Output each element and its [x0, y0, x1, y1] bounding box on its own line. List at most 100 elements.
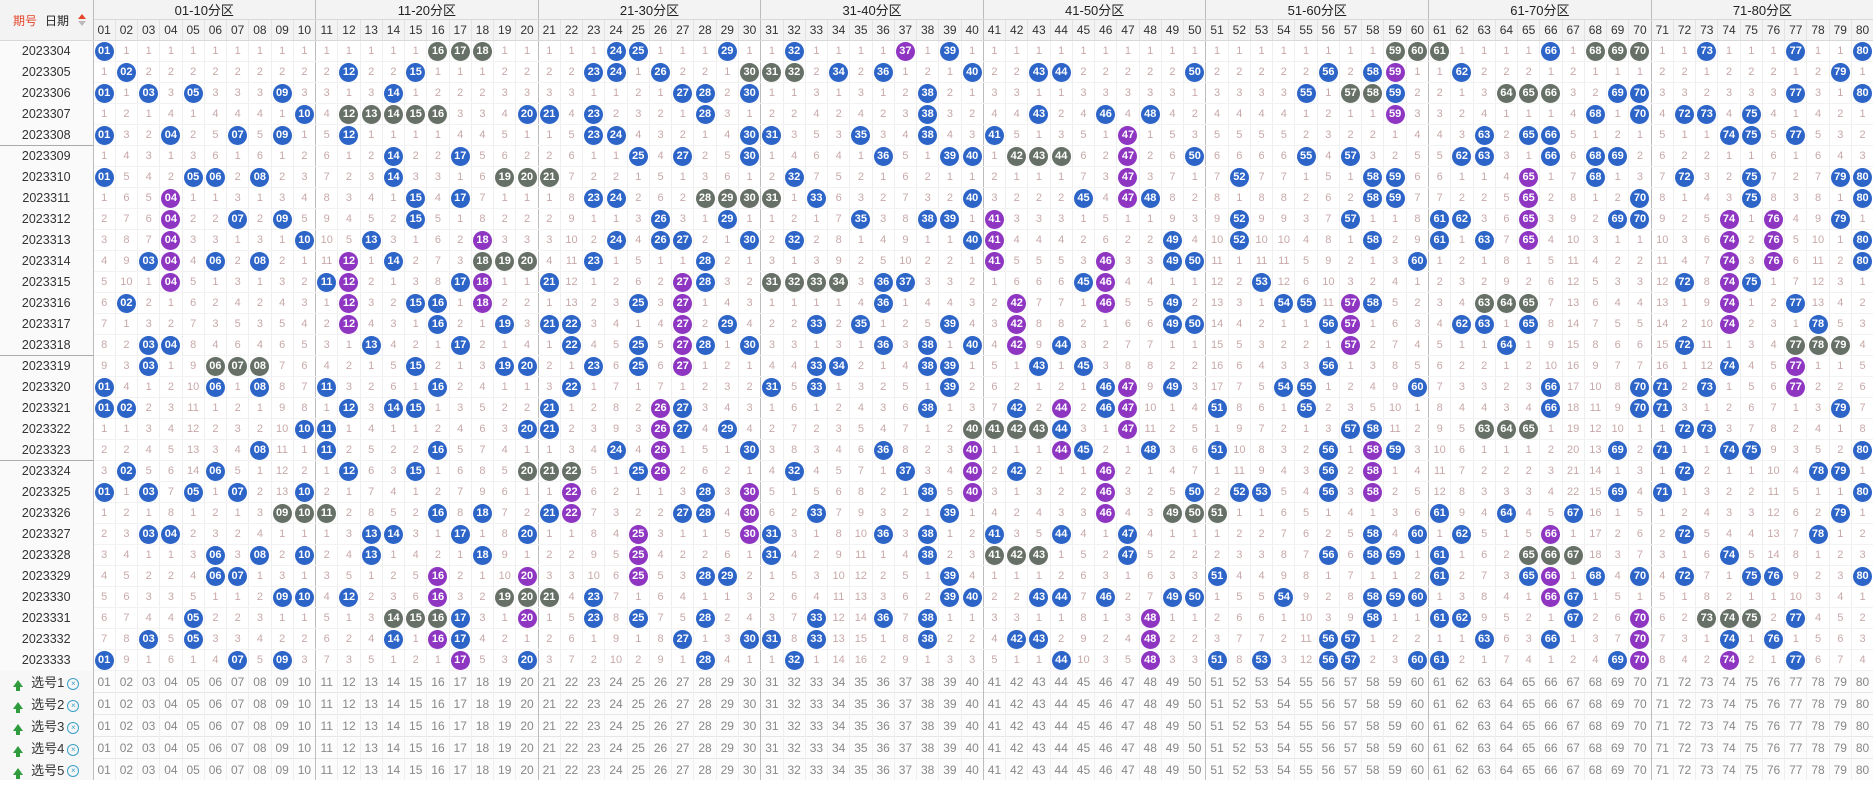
selectable-number[interactable]: 05: [182, 714, 205, 737]
selectable-number[interactable]: 12: [337, 714, 361, 737]
selectable-number[interactable]: 59: [1383, 758, 1407, 780]
selectable-number[interactable]: 03: [137, 758, 161, 780]
selectable-number[interactable]: 76: [1762, 736, 1786, 759]
selectable-number[interactable]: 71: [1651, 714, 1674, 737]
move-up-arrow-icon[interactable]: [13, 680, 24, 692]
selectable-number[interactable]: 60: [1406, 670, 1430, 693]
selectable-number[interactable]: 14: [382, 670, 406, 693]
selectable-number[interactable]: 02: [115, 714, 139, 737]
column-number-header[interactable]: 13: [360, 19, 383, 41]
selectable-number[interactable]: 50: [1183, 758, 1207, 780]
selectable-number[interactable]: 30: [738, 670, 762, 693]
selectable-number[interactable]: 16: [426, 736, 450, 759]
selectable-number[interactable]: 71: [1651, 692, 1674, 715]
column-number-header[interactable]: 07: [226, 19, 250, 41]
selectable-number[interactable]: 36: [872, 670, 895, 693]
selectable-number[interactable]: 29: [716, 670, 739, 693]
selectable-number[interactable]: 19: [493, 670, 517, 693]
selectable-number[interactable]: 39: [938, 692, 962, 715]
selectable-number[interactable]: 17: [449, 714, 472, 737]
selectable-number[interactable]: 21: [538, 670, 561, 693]
column-number-header[interactable]: 60: [1406, 19, 1430, 41]
selectable-number[interactable]: 16: [426, 714, 450, 737]
selectable-number[interactable]: 54: [1272, 714, 1296, 737]
selectable-number[interactable]: 26: [649, 714, 673, 737]
selectable-number[interactable]: 56: [1317, 670, 1340, 693]
selectable-number[interactable]: 78: [1806, 692, 1830, 715]
column-number-header[interactable]: 46: [1094, 19, 1118, 41]
selectable-number[interactable]: 21: [538, 714, 561, 737]
selectable-number[interactable]: 56: [1317, 758, 1340, 780]
selectable-number[interactable]: 53: [1250, 670, 1274, 693]
selectable-number[interactable]: 25: [627, 736, 650, 759]
selectable-number[interactable]: 54: [1272, 670, 1296, 693]
selectable-number[interactable]: 18: [471, 736, 495, 759]
selectable-number[interactable]: 26: [649, 670, 673, 693]
selectable-number[interactable]: 06: [204, 692, 228, 715]
column-number-header[interactable]: 18: [471, 19, 495, 41]
selectable-number[interactable]: 30: [738, 714, 762, 737]
selectable-number[interactable]: 11: [315, 714, 339, 737]
selectable-number[interactable]: 70: [1628, 736, 1652, 759]
selectable-number[interactable]: 21: [538, 736, 561, 759]
selectable-number[interactable]: 35: [849, 758, 873, 780]
selectable-number[interactable]: 13: [360, 758, 383, 780]
selectable-number[interactable]: 12: [337, 670, 361, 693]
column-number-header[interactable]: 52: [1228, 19, 1251, 41]
column-number-header[interactable]: 71: [1651, 19, 1674, 41]
selectable-number[interactable]: 34: [827, 692, 851, 715]
clear-selection-icon[interactable]: ×: [67, 677, 80, 690]
column-number-header[interactable]: 28: [693, 19, 717, 41]
selectable-number[interactable]: 36: [872, 714, 895, 737]
selectable-number[interactable]: 22: [560, 670, 584, 693]
selectable-number[interactable]: 42: [1005, 670, 1029, 693]
selectable-number[interactable]: 19: [493, 714, 517, 737]
selectable-number[interactable]: 77: [1784, 714, 1808, 737]
column-number-header[interactable]: 47: [1116, 19, 1140, 41]
selectable-number[interactable]: 68: [1584, 692, 1608, 715]
selectable-number[interactable]: 47: [1116, 758, 1140, 780]
selectable-number[interactable]: 37: [894, 670, 918, 693]
selectable-number[interactable]: 53: [1250, 758, 1274, 780]
selectable-number[interactable]: 24: [604, 692, 628, 715]
selectable-number[interactable]: 61: [1428, 714, 1452, 737]
selectable-number[interactable]: 58: [1361, 758, 1385, 780]
selectable-number[interactable]: 02: [115, 692, 139, 715]
selectable-number[interactable]: 68: [1584, 736, 1608, 759]
selectable-number[interactable]: 46: [1094, 692, 1118, 715]
selectable-number[interactable]: 32: [783, 670, 806, 693]
clear-selection-icon[interactable]: ×: [67, 765, 80, 778]
selectable-number[interactable]: 01: [93, 736, 116, 759]
selectable-number[interactable]: 59: [1383, 692, 1407, 715]
selectable-number[interactable]: 21: [538, 692, 561, 715]
selectable-number[interactable]: 40: [961, 714, 984, 737]
selectable-number[interactable]: 64: [1495, 670, 1519, 693]
selectable-number[interactable]: 48: [1139, 736, 1162, 759]
column-number-header[interactable]: 16: [426, 19, 450, 41]
selectable-number[interactable]: 27: [671, 758, 695, 780]
selectable-number[interactable]: 42: [1005, 714, 1029, 737]
column-number-header[interactable]: 44: [1050, 19, 1073, 41]
selectable-number[interactable]: 01: [93, 758, 116, 780]
selectable-number[interactable]: 73: [1695, 736, 1719, 759]
selectable-number[interactable]: 69: [1606, 736, 1630, 759]
selectable-number[interactable]: 38: [916, 670, 940, 693]
selectable-number[interactable]: 74: [1717, 758, 1741, 780]
selectable-number[interactable]: 42: [1005, 736, 1029, 759]
column-number-header[interactable]: 09: [271, 19, 294, 41]
selectable-number[interactable]: 02: [115, 758, 139, 780]
selectable-number[interactable]: 64: [1495, 736, 1519, 759]
selectable-number[interactable]: 09: [271, 670, 294, 693]
column-number-header[interactable]: 40: [961, 19, 984, 41]
selectable-number[interactable]: 51: [1205, 714, 1229, 737]
selectable-number[interactable]: 30: [738, 736, 762, 759]
selectable-number[interactable]: 15: [404, 714, 428, 737]
selectable-number[interactable]: 79: [1829, 758, 1852, 780]
selectable-number[interactable]: 78: [1806, 736, 1830, 759]
selectable-number[interactable]: 38: [916, 758, 940, 780]
selectable-number[interactable]: 60: [1406, 736, 1430, 759]
selectable-number[interactable]: 06: [204, 758, 228, 780]
selectable-number[interactable]: 27: [671, 670, 695, 693]
column-number-header[interactable]: 77: [1784, 19, 1808, 41]
column-number-header[interactable]: 38: [916, 19, 940, 41]
